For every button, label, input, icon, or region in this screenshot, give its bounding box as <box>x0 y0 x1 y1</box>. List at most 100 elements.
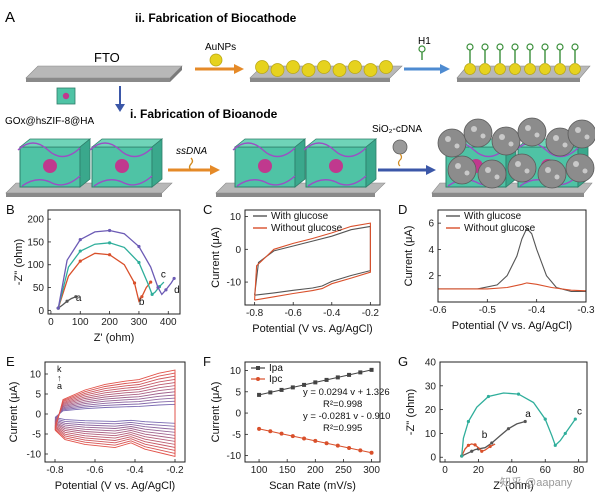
sphere-pore <box>573 161 579 167</box>
y-axis-label: Current (μA) <box>403 226 415 287</box>
sphere-pore <box>562 142 568 148</box>
plot-frame <box>244 209 381 306</box>
sio2-spheres <box>437 117 595 189</box>
series-point-a <box>490 441 494 445</box>
plot-frame <box>437 209 587 303</box>
zif-cube-side <box>151 138 163 188</box>
curve-label-c: c <box>161 270 166 281</box>
aunp-particle <box>270 63 285 77</box>
plot-area <box>54 369 176 457</box>
series-point-a <box>65 299 69 303</box>
aunp-particle <box>554 63 566 75</box>
series-point-b <box>480 449 484 453</box>
series-point-c <box>137 260 141 265</box>
y-axis-label: Current (μA) <box>210 382 222 443</box>
x-tick-label: 40 <box>506 465 518 476</box>
legend-label: With glucose <box>271 211 329 222</box>
curve-label-b: b <box>139 297 145 308</box>
x-tick-label: 200 <box>101 317 118 328</box>
y-tick-label: 50 <box>33 283 45 294</box>
aunp-particle <box>363 63 378 77</box>
x-tick-label: 200 <box>307 465 324 476</box>
data-point-ipa <box>358 370 363 375</box>
series-line-b <box>57 252 152 309</box>
gox-enzyme <box>43 159 57 173</box>
x-tick-label: -0.6 <box>86 465 104 476</box>
series-line <box>254 225 371 296</box>
y-tick-label: 10 <box>230 366 242 377</box>
sio2-sphere <box>567 119 595 149</box>
chart-panel-g: a b c 0 20 40 60 80 0 10 20 30 40 Z' (ohm) -Z'' (ohm) <box>405 358 588 492</box>
series-point-b <box>466 443 470 447</box>
series-line <box>254 222 371 301</box>
sio2-sphere <box>437 128 467 158</box>
y-tick-label: 5 <box>235 387 241 398</box>
series-point-c <box>573 417 577 421</box>
h1-arrow <box>404 64 450 74</box>
aunp-particle <box>301 63 316 77</box>
hairpin-loop <box>496 43 504 51</box>
aunps-label: AuNPs <box>205 42 236 53</box>
sphere-pore <box>455 163 461 169</box>
x-axis-label: Z' (ohm) <box>94 332 135 344</box>
plot-area <box>56 228 176 310</box>
series-point-b <box>149 280 153 284</box>
x-tick-label: 300 <box>131 317 148 328</box>
series-point-c <box>78 249 82 253</box>
panel-label-g: G <box>398 354 408 369</box>
chart-panel-b: a b cd 0 100 200 300 400 0 50 100 150 200 Z' (ohm) -Z'… <box>13 209 181 344</box>
sio2-sphere <box>463 118 493 148</box>
hairpin-loop <box>511 43 519 51</box>
series-line-c <box>57 242 165 309</box>
curve-label-b: b <box>482 430 488 441</box>
data-point-ipc <box>347 446 352 451</box>
sphere-pore <box>499 134 505 140</box>
sio2-sphere <box>477 159 507 189</box>
y-tick-label: 0 <box>235 245 241 256</box>
x-axis-label: Potential (V vs. Ag/AgCl) <box>452 320 572 332</box>
x-axis-label: Z' (ohm) <box>493 480 534 492</box>
sphere-pore <box>464 170 470 176</box>
ha-strand <box>236 175 296 187</box>
x-tick-label: -0.8 <box>246 308 264 319</box>
gox-enzyme <box>329 159 343 173</box>
data-point-ipc <box>257 426 262 431</box>
series-point-c <box>486 394 491 399</box>
series-line <box>438 282 586 292</box>
panel-label-b: B <box>6 202 15 217</box>
panel-label-f: F <box>203 354 211 369</box>
fit-r2-ipa: R²=0.998 <box>323 399 362 410</box>
series-line <box>438 227 586 293</box>
series-point-a <box>470 449 474 453</box>
legend-label: Ipc <box>269 374 282 385</box>
x-tick-label: 400 <box>160 317 177 328</box>
ha-strand <box>307 175 367 187</box>
legend-label: Ipa <box>269 363 283 374</box>
gox-label: GOx@hsZIF-8@HA <box>5 116 95 127</box>
fto-substrate <box>25 65 183 82</box>
y-tick-label: 4 <box>428 245 434 256</box>
aunp-particle <box>317 60 331 74</box>
panel-label-d: D <box>398 202 407 217</box>
sphere-pore <box>545 167 551 173</box>
x-tick-label: -0.6 <box>285 308 303 319</box>
x-tick-label: 100 <box>72 317 89 328</box>
data-point-ipa <box>290 385 295 390</box>
y-tick-label: 2 <box>428 271 434 282</box>
plot-frame <box>47 209 181 315</box>
hairpin-loop <box>466 43 474 51</box>
sio2-sphere <box>517 117 547 147</box>
h1-label: H1 <box>418 36 431 47</box>
legend-marker <box>256 366 260 370</box>
hairpin-loop <box>556 43 564 51</box>
aunp-particle <box>524 63 536 75</box>
legend-marker <box>256 377 260 381</box>
x-tick-label: -0.4 <box>323 308 341 319</box>
zif-cube-side <box>365 138 377 188</box>
ha-strand <box>89 142 153 158</box>
panel-label-a: A <box>5 9 15 26</box>
aunp-particle <box>569 63 581 75</box>
sphere-pore <box>554 174 560 180</box>
series-point-b <box>473 443 477 447</box>
fit-equation-ipa: y = 0.0294 v + 1.326 <box>303 387 390 398</box>
